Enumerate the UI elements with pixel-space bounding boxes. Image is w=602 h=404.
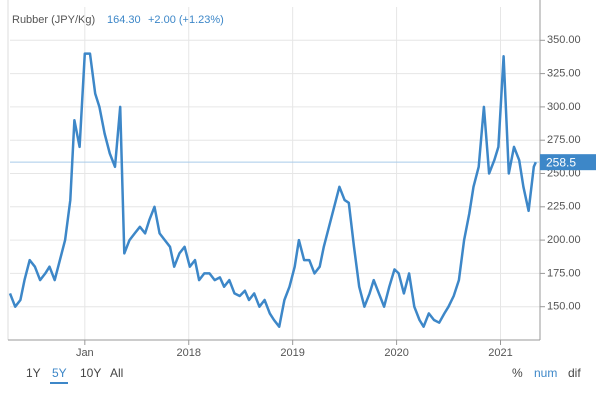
y-tick-label: 350.00 <box>547 34 581 46</box>
x-tick-label: Jan <box>76 347 94 359</box>
y-tick-label: 300.00 <box>547 101 581 113</box>
x-tick-label: 2019 <box>280 347 304 359</box>
range-button[interactable]: 5Y <box>52 366 67 380</box>
x-tick-label: 2020 <box>384 347 408 359</box>
quote: 164.30 <box>107 14 141 26</box>
x-tick-label: 2018 <box>177 347 201 359</box>
range-button[interactable]: All <box>110 366 123 380</box>
chart-title: Rubber (JPY/Kg) <box>12 14 95 26</box>
last-value-box <box>540 154 596 171</box>
mode-button[interactable]: % <box>512 366 523 380</box>
y-tick-label: 250.00 <box>547 167 581 179</box>
price-line <box>8 52 537 328</box>
y-tick-label: 200.00 <box>547 234 581 246</box>
y-tick-label: 150.00 <box>547 301 581 313</box>
y-tick-label: 325.00 <box>547 68 581 80</box>
y-tick-label: 175.00 <box>547 267 581 279</box>
range-button[interactable]: 1Y <box>26 366 41 380</box>
x-tick-label: 2021 <box>488 347 512 359</box>
mode-button[interactable]: dif <box>568 366 581 380</box>
range-button[interactable]: 10Y <box>80 366 101 380</box>
last-value-label: 258.5 <box>546 155 576 169</box>
y-tick-label: 225.00 <box>547 201 581 213</box>
y-tick-label: 275.00 <box>547 134 581 146</box>
mode-button[interactable]: num <box>534 366 557 380</box>
change: +2.00 (+1.23%) <box>148 14 224 26</box>
